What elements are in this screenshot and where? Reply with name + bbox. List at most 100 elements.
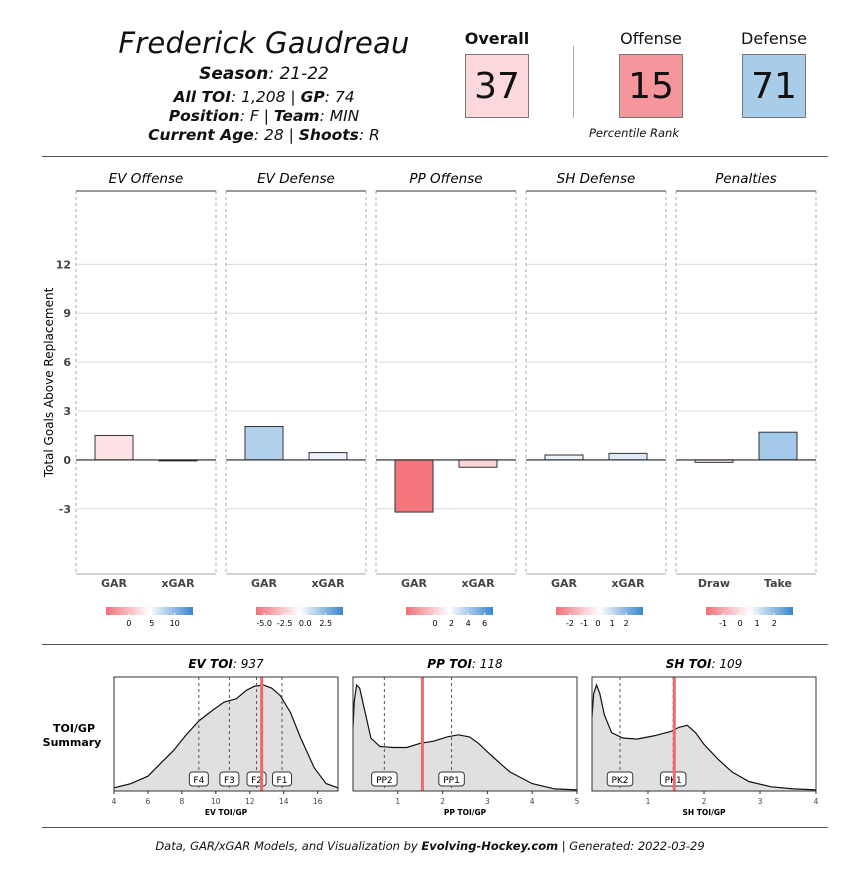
legend-tick-label: 4 [466,619,471,628]
panel-penalties: Penalties Draw Take -1 0 1 2 [675,171,817,628]
team-label: Team [273,107,320,125]
toi-panel-frame [113,676,339,792]
season-label: Season [199,64,269,84]
season-value: : 21-22 [268,64,329,84]
legend-tick-label: 0 [126,619,131,628]
line-label-box [438,771,465,787]
legend-tick-label: -1 [719,619,727,628]
player-name: Frederick Gaudreau [118,26,410,60]
x-tick-label: xGAR [311,577,345,590]
line-label: F3 [224,776,235,786]
x-tick-label: GAR [101,577,128,590]
percentile-caption: Percentile Rank [588,126,680,140]
line-label: F1 [277,776,288,786]
x-tick-label: 12 [245,797,255,806]
density-area [114,685,338,791]
bar-gar [94,434,134,461]
age-value: : 28 | [253,126,299,144]
shoots-label: Shoots [298,126,359,144]
x-tick-label: 2 [440,797,445,806]
line-label-box [219,771,240,787]
bar-gar [544,454,584,461]
panel-ev-offense: EV Offense GAR xGAR 0 5 10 [75,171,217,628]
x-tick-label: 5 [575,797,580,806]
panel-pp-offense: PP Offense GAR xGAR 0 2 4 6 [375,171,517,628]
divider-bottom [42,827,828,828]
density-area [592,685,816,791]
x-tick-label: 2 [702,797,707,806]
y-tick-label: 12 [56,258,71,271]
legend-tick-label: 10 [170,619,180,628]
x-tick-label: GAR [251,577,278,590]
color-legend-bar [106,607,193,615]
x-tick-label: 6 [146,797,151,806]
line-label-box [371,771,398,787]
gp-value: : 74 [324,88,355,106]
density-area [353,685,577,791]
legend-tick-label: 0.0 [299,619,312,628]
toi-title-value: : 118 [472,657,503,671]
toi-title-label: SH TOI [666,657,712,671]
toi-line: All TOI: 1,208 | GP: 74 [60,88,468,106]
density-line [352,683,578,791]
toi-title-value: : 109 [711,657,742,671]
x-axis-title: SH TOI/GP [683,808,726,817]
toi-title-value: : 937 [233,657,264,671]
overall-rank-box: 37 [465,54,529,118]
toi-row-label: Summary [43,736,102,749]
legend-tick-label: 2 [772,619,777,628]
x-tick-label: Draw [698,577,730,590]
y-tick-label: -3 [59,503,71,516]
x-tick-label: Take [764,577,792,590]
footer-prefix: Data, GAR/xGAR Models, and Visualization… [155,839,422,853]
line-label: F4 [193,776,204,786]
footer-suffix: | Generated: 2022-03-29 [558,839,705,853]
overall-label: Overall [464,29,530,48]
rank-divider [573,46,574,118]
shoots-value: : R [358,126,380,144]
bar-gar [244,426,284,461]
bar-gar [394,459,434,513]
legend-tick-label: 0 [432,619,437,628]
legend-tick-label: -2 [566,619,574,628]
toi-title-label: EV TOI [188,657,233,671]
panel-title: Penalties [715,171,776,187]
footer: Data, GAR/xGAR Models, and Visualization… [0,839,860,853]
color-legend-bar [256,607,343,615]
line-label-box [272,771,292,787]
defense-label: Defense [741,29,807,48]
toi-panel-title: PP TOI: 118 [427,657,503,671]
toi-label: All TOI [173,88,231,106]
toi-panel-title: EV TOI: 937 [188,657,264,671]
x-tick-label: 1 [646,797,651,806]
legend-tick-label: 0 [596,619,601,628]
legend-tick-label: 2 [449,619,454,628]
bar-xgar [308,452,348,461]
season-line: Season: 21-22 [60,64,468,84]
x-tick-label: xGAR [611,577,645,590]
line-label-box [188,771,209,787]
toi-row-label: TOI/GP [53,722,95,735]
gar-bar-chart: Total Goals Above Replacement-3036912EV … [42,171,817,628]
divider-middle [42,644,828,645]
bar-take [758,431,798,461]
y-tick-label: 6 [63,356,71,369]
toi-value: : 1,208 | [230,88,301,106]
x-tick-label: 14 [279,797,289,806]
legend-tick-label: -1 [580,619,588,628]
x-tick-label: 16 [313,797,323,806]
x-tick-label: 4 [814,797,819,806]
toi-panel-title: SH TOI: 109 [666,657,742,671]
x-tick-label: GAR [551,577,578,590]
x-tick-label: xGAR [161,577,195,590]
x-tick-label: 10 [211,797,221,806]
team-value: : MIN [319,107,360,125]
line-label: PP1 [443,776,460,786]
toi-title-label: PP TOI [427,657,472,671]
legend-tick-label: 0 [738,619,743,628]
panel-title: EV Defense [257,171,335,187]
line-label: PK2 [611,776,628,786]
color-legend-bar [706,607,793,615]
legend-tick-label: 1 [610,619,615,628]
toi-panel-ev-toi: EV TOI: 937 F4 F3 F2 F1 4 6 8 10 12 14 16 EV TOI/GP [112,657,339,817]
